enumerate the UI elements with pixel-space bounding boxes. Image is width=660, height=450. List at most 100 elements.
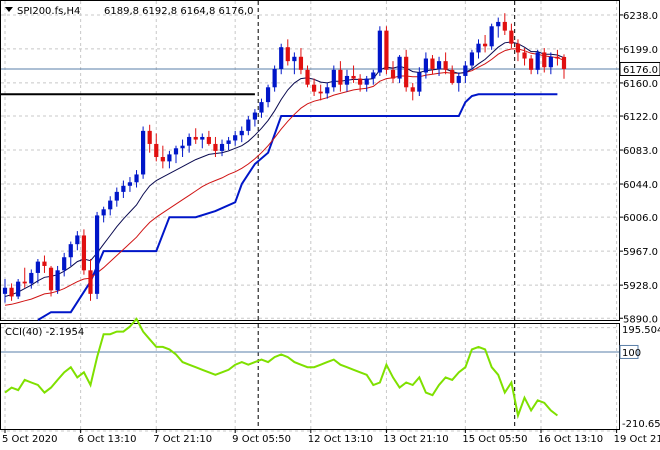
candle xyxy=(2,279,8,303)
candle xyxy=(305,65,310,88)
time-tick-label: 15 Oct 05:50 xyxy=(462,434,527,445)
candle-body xyxy=(489,26,494,47)
candle xyxy=(193,128,198,144)
candle xyxy=(476,39,481,59)
cci-tick-label: 100 xyxy=(622,348,641,359)
candle-body xyxy=(252,112,258,120)
candle xyxy=(9,283,14,301)
candle-body xyxy=(2,287,8,294)
candle xyxy=(482,34,488,53)
candle-body xyxy=(167,154,172,162)
candle-body xyxy=(193,136,198,140)
candle xyxy=(239,126,244,143)
price-tick-label: 6083.0 xyxy=(623,146,658,157)
candle xyxy=(384,26,389,75)
candle-body xyxy=(239,130,244,136)
current-price-tag-label: 6176.0 xyxy=(623,65,658,76)
dropdown-triangle-icon[interactable] xyxy=(5,7,13,12)
cci-tick-label: 195.5045 xyxy=(622,325,660,336)
cci-line xyxy=(4,317,559,420)
candle-body xyxy=(430,58,435,69)
symbol-label: SPI200.fs,H4 xyxy=(17,6,80,17)
candle-body xyxy=(509,30,514,44)
candle-body xyxy=(305,69,310,85)
candle-body xyxy=(42,261,47,266)
candle xyxy=(423,52,428,79)
candle xyxy=(469,49,475,70)
candle xyxy=(108,196,113,216)
candle-body xyxy=(259,102,264,113)
candle xyxy=(141,126,146,179)
candle xyxy=(377,26,382,76)
candle-body xyxy=(311,84,317,92)
candle-body xyxy=(390,69,396,79)
candle-body xyxy=(397,56,402,79)
candle-body xyxy=(377,30,382,73)
candle-body xyxy=(344,75,350,85)
candlesticks xyxy=(2,13,567,303)
time-tick-label: 12 Oct 13:10 xyxy=(308,434,373,445)
main-panel-border xyxy=(0,0,620,321)
cci-grid xyxy=(1,324,619,432)
price-tick-label: 5890.0 xyxy=(623,314,658,325)
candle-body xyxy=(417,72,422,92)
candle-body xyxy=(213,143,218,151)
candle xyxy=(246,116,251,136)
candle-body xyxy=(515,43,521,53)
candle-body xyxy=(219,143,225,151)
candle xyxy=(29,269,34,289)
candle-body xyxy=(22,281,27,284)
candle xyxy=(213,136,218,158)
candle xyxy=(358,74,363,92)
candle-body xyxy=(16,281,21,297)
candle xyxy=(502,13,507,35)
candle-body xyxy=(29,272,34,284)
candle xyxy=(75,231,80,251)
candle xyxy=(463,61,468,83)
time-tick-label: 19 Oct 21:10 xyxy=(614,434,660,445)
candle-body xyxy=(265,87,271,103)
candle xyxy=(371,69,376,85)
candle xyxy=(430,55,435,75)
candle xyxy=(206,130,211,146)
candle-body xyxy=(68,244,73,258)
candle xyxy=(200,133,205,149)
candle xyxy=(344,69,350,92)
candle xyxy=(134,170,139,188)
price-tick-label: 6238.0 xyxy=(623,11,658,22)
candle-body xyxy=(81,235,87,271)
candle-body xyxy=(121,185,126,192)
candle xyxy=(187,133,192,153)
candle xyxy=(436,56,442,76)
candle xyxy=(489,23,494,50)
candle-body xyxy=(298,56,304,70)
candle-body xyxy=(450,69,455,83)
candle xyxy=(325,82,330,99)
candle xyxy=(42,255,47,273)
trailing-stop-line xyxy=(37,93,558,321)
candle xyxy=(127,177,133,192)
candle xyxy=(279,43,284,75)
candle-body xyxy=(456,75,461,83)
candle xyxy=(311,78,317,97)
candle-body xyxy=(384,30,389,70)
candle-body xyxy=(114,191,119,201)
candle xyxy=(561,54,567,79)
candle xyxy=(397,55,402,83)
time-tick-label: 9 Oct 05:50 xyxy=(232,434,291,445)
time-tick-label: 7 Oct 21:10 xyxy=(153,434,212,445)
candle-body xyxy=(127,182,133,186)
price-tick-label: 5967.0 xyxy=(623,247,658,258)
candle-body xyxy=(200,136,205,140)
price-tick-label: 6160.0 xyxy=(623,79,658,90)
candle-body xyxy=(496,21,501,27)
candle-body xyxy=(443,61,448,70)
candle xyxy=(443,52,448,75)
current-price-tag: 6176.0 xyxy=(619,61,660,76)
candle-body xyxy=(522,52,527,59)
candle-body xyxy=(279,47,284,69)
candle-body xyxy=(48,267,54,291)
candle xyxy=(450,65,455,85)
candle-body xyxy=(246,119,251,131)
candle-body xyxy=(55,270,60,291)
